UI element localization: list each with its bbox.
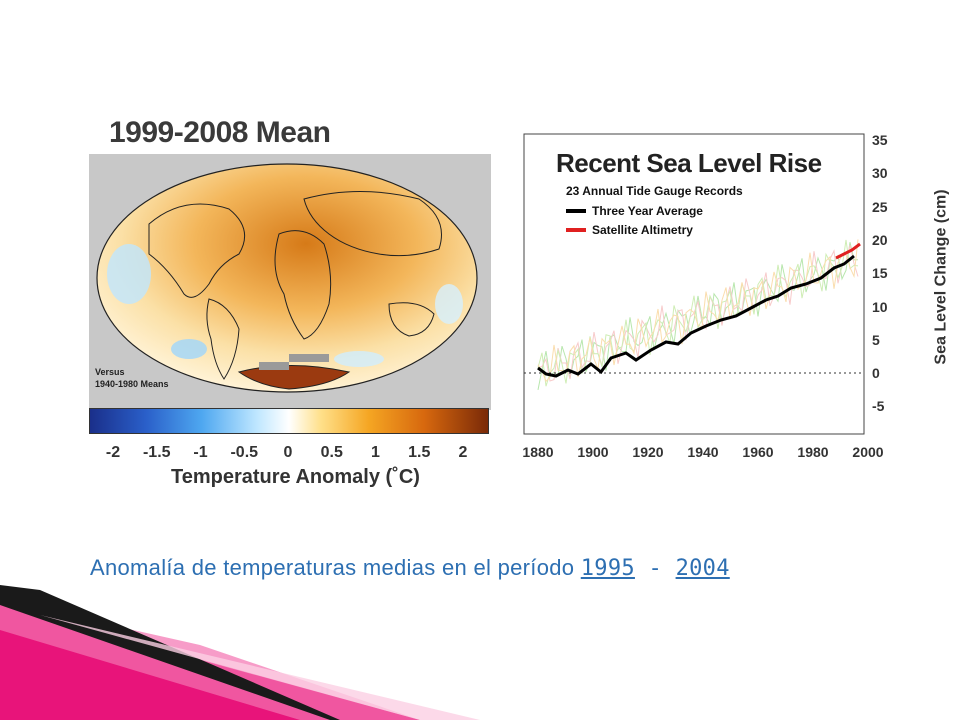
x-tick: 1880 [522, 444, 554, 460]
y-tick: 30 [872, 165, 888, 182]
y-tick: 15 [872, 265, 888, 282]
y-tick: 35 [872, 132, 888, 148]
colorbar-tick: -1 [193, 444, 208, 461]
sea-level-title: Recent Sea Level Rise [556, 148, 822, 178]
caption-text: Anomalía de temperaturas medias en el pe… [90, 555, 581, 580]
world-map-image [89, 154, 491, 410]
y-tick: 20 [872, 231, 888, 248]
versus-line-1: Versus [95, 367, 125, 377]
legend-satellite: Satellite Altimetry [566, 223, 693, 237]
colorbar-label: Temperature Anomaly (˚C) [171, 466, 420, 488]
y-tick: -5 [872, 398, 885, 415]
sea-level-ylabel: Sea Level Change (cm) [932, 189, 950, 365]
colorbar-tick: 1.5 [408, 444, 431, 461]
legend-black-swatch [566, 209, 586, 213]
map-versus-note: Versus 1940-1980 Means [95, 366, 169, 390]
legend-three-year: Three Year Average [566, 204, 703, 218]
x-tick: 1940 [687, 444, 719, 460]
caption-link-2004[interactable]: 2004 [675, 556, 730, 581]
temperature-colorbar [89, 408, 489, 434]
colorbar-tick: -0.5 [230, 444, 259, 461]
x-tick: 1960 [742, 444, 774, 460]
slide-caption: Anomalía de temperaturas medias en el pe… [90, 555, 910, 581]
bottom-decoration [0, 585, 480, 720]
versus-line-2: 1940-1980 Means [95, 379, 169, 389]
colorbar-tick: 1 [371, 444, 380, 461]
tide-gauge-trace [537, 239, 859, 383]
x-tick: 1900 [577, 444, 609, 460]
legend-red-swatch [566, 228, 586, 232]
colorbar-tick: -1.5 [142, 444, 171, 461]
sea-level-figure: Recent Sea Level Rise 23 Annual Tide Gau… [516, 128, 949, 462]
x-tick: 1980 [797, 444, 829, 460]
sea-level-plot [523, 133, 865, 435]
y-tick: 0 [872, 365, 880, 382]
colorbar-tick: 0 [283, 444, 293, 461]
y-tick: 10 [872, 298, 888, 315]
world-map-graphic [96, 163, 478, 393]
x-tick: 1920 [632, 444, 664, 460]
y-tick: 25 [872, 198, 888, 215]
legend-satellite-label: Satellite Altimetry [592, 223, 693, 237]
colorbar-tick: 0.5 [320, 444, 343, 461]
caption-link-1995[interactable]: 1995 [580, 556, 635, 581]
colorbar-tick: 2 [458, 444, 468, 461]
sea-level-subtitle: 23 Annual Tide Gauge Records [566, 184, 743, 198]
y-tick: 5 [872, 331, 880, 348]
caption-separator: - [634, 556, 676, 581]
three-year-average-line [537, 254, 855, 378]
x-tick: 2000 [852, 444, 884, 460]
colorbar-tick: -2 [105, 444, 121, 461]
temperature-map-figure: 1999-2008 Mean Temperatures [89, 106, 491, 492]
legend-three-year-label: Three Year Average [592, 204, 703, 218]
satellite-altimetry-line [835, 242, 861, 260]
tide-gauge-trace [537, 242, 859, 390]
